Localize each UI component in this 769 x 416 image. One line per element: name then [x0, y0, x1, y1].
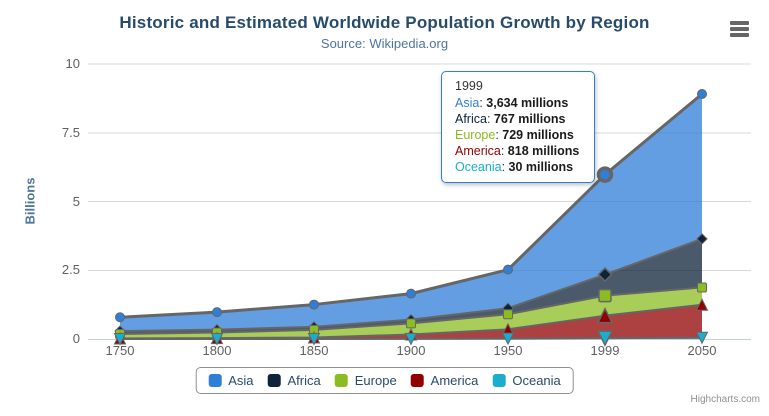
legend-swatch-icon: [208, 374, 222, 387]
marker-africa-1999[interactable]: [597, 266, 613, 283]
tooltip-row-africa: Africa: 767 millions: [455, 112, 566, 126]
tooltip-series-value: 3,634 millions: [482, 96, 569, 110]
y-axis-title: Billions: [22, 177, 38, 225]
hamburger-menu-icon: [730, 21, 750, 37]
legend-item-africa[interactable]: Africa: [267, 373, 321, 388]
tooltip-row-america: America: 818 millions: [455, 144, 580, 158]
marker-oceania-1850[interactable]: [307, 332, 321, 346]
area-america[interactable]: [120, 304, 702, 339]
legend-swatch-icon: [334, 374, 348, 387]
marker-asia-1999[interactable]: [596, 166, 614, 183]
marker-asia-1950[interactable]: [503, 264, 513, 275]
tooltip-series-name: Africa: [455, 112, 487, 126]
tooltip-series-value: 30 millions: [505, 160, 574, 174]
marker-europe-1950[interactable]: [503, 309, 513, 320]
marker-oceania-1999[interactable]: [596, 330, 614, 347]
x-axis-label-2050: 2050: [687, 343, 717, 358]
marker-oceania-1800[interactable]: [210, 332, 224, 346]
x-axis-label-1750: 1750: [105, 343, 135, 358]
tooltip: 1999 Asia: 3,634 millions Africa: 767 mil…: [441, 71, 596, 183]
tooltip-series-name: America: [455, 144, 501, 158]
x-axis-label-1999: 1999: [590, 343, 620, 358]
marker-oceania-2050[interactable]: [695, 331, 709, 345]
x-axis-label-1800: 1800: [202, 343, 232, 358]
marker-america-2050[interactable]: [695, 298, 709, 311]
legend-label: America: [430, 373, 479, 388]
context-menu-button[interactable]: [727, 18, 753, 40]
legend-item-asia[interactable]: Asia: [208, 373, 254, 388]
marker-asia-1900[interactable]: [406, 288, 416, 299]
y-axis-label-2.5: 2.5: [61, 262, 80, 278]
marker-oceania-1900[interactable]: [404, 332, 418, 346]
marker-asia-1750[interactable]: [115, 312, 125, 323]
legend-label: Asia: [228, 373, 254, 388]
tooltip-series-name: Europe: [455, 128, 496, 142]
y-axis-label-0: 0: [72, 331, 80, 346]
tooltip-series-name: Asia: [455, 96, 480, 110]
tooltip-series-value: 767 millions: [490, 112, 566, 126]
chart-title: Historic and Estimated Worldwide Populat…: [119, 13, 650, 32]
x-axis-label-1950: 1950: [493, 343, 523, 358]
tooltip-row-europe: Europe: 729 millions: [455, 128, 574, 142]
legend-label: Africa: [287, 373, 321, 388]
legend: Asia Africa Europe America Oceania: [195, 367, 574, 394]
area-asia[interactable]: [120, 94, 702, 332]
marker-asia-1800[interactable]: [212, 307, 222, 318]
marker-america-1999[interactable]: [596, 307, 614, 324]
credits-link[interactable]: Highcharts.com: [690, 394, 760, 405]
tooltip-title: 1999: [455, 79, 483, 93]
legend-swatch-icon: [267, 374, 281, 387]
marker-asia-2050[interactable]: [697, 89, 707, 100]
marker-africa-2050[interactable]: [696, 233, 708, 245]
tooltip-row-oceania: Oceania: 30 millions: [455, 160, 574, 174]
marker-oceania-1750[interactable]: [113, 332, 127, 346]
legend-item-america[interactable]: America: [410, 373, 479, 388]
tooltip-body: Asia: 3,634 millions Africa: 767 millions…: [455, 95, 579, 175]
legend-label: Europe: [354, 373, 397, 388]
marker-europe-2050[interactable]: [697, 282, 707, 293]
marker-europe-1999[interactable]: [598, 288, 612, 303]
legend-item-oceania[interactable]: Oceania: [492, 373, 561, 388]
legend-item-europe[interactable]: Europe: [334, 373, 397, 388]
marker-asia-1850[interactable]: [309, 299, 319, 310]
y-axis-label-7.5: 7.5: [61, 124, 80, 140]
legend-label: Oceania: [512, 373, 561, 388]
legend-swatch-icon: [492, 374, 506, 387]
tooltip-series-value: 818 millions: [504, 144, 580, 158]
x-axis-label-1850: 1850: [299, 343, 329, 358]
chart-subtitle: Source: Wikipedia.org: [320, 36, 449, 51]
area-africa[interactable]: [120, 238, 702, 334]
marker-oceania-1950[interactable]: [501, 332, 515, 346]
tooltip-series-name: Oceania: [455, 160, 502, 174]
y-axis-label-10: 10: [65, 56, 80, 71]
x-axis-label-1900: 1900: [396, 343, 426, 358]
tooltip-row-asia: Asia: 3,634 millions: [455, 96, 569, 110]
y-axis-label-5: 5: [72, 193, 80, 209]
tooltip-series-value: 729 millions: [498, 128, 574, 142]
legend-swatch-icon: [410, 374, 424, 387]
marker-europe-1900[interactable]: [406, 318, 416, 329]
